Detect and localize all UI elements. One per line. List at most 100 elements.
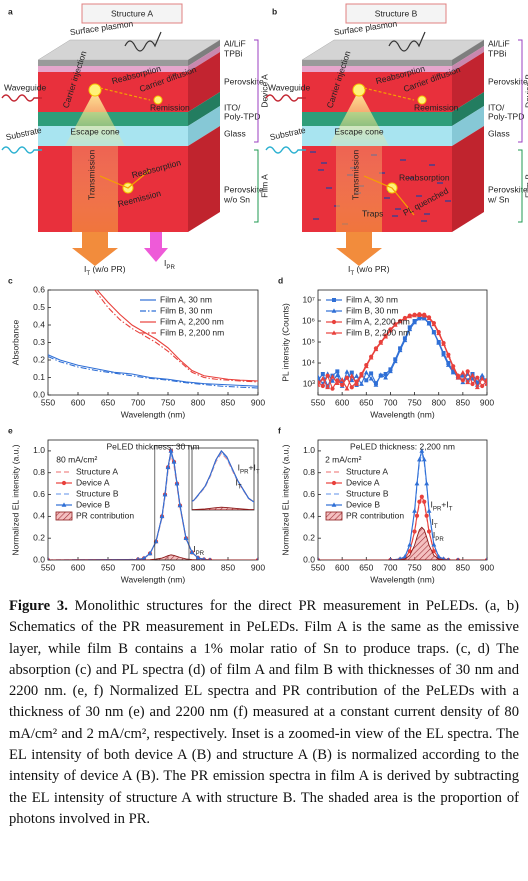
- substrate-wave: [1, 146, 42, 154]
- marker: [340, 382, 345, 388]
- x-tick-label: 850: [456, 562, 470, 572]
- marker: [349, 377, 355, 383]
- zoom-connector: [188, 445, 193, 449]
- panel-label: d: [278, 275, 283, 285]
- annotation: PeLED thickness: 30 nm: [106, 441, 199, 451]
- text-part: +I: [249, 463, 256, 473]
- marker: [331, 502, 337, 507]
- marker: [331, 308, 337, 313]
- marker: [484, 378, 487, 383]
- annotation: 80 mA/cm²: [56, 454, 97, 464]
- marker: [407, 542, 413, 547]
- y-axis-label: Normalized EL intensity (a.u.): [280, 444, 290, 555]
- layer-label: TPBi: [488, 48, 507, 58]
- transmission: Transmission: [86, 150, 96, 200]
- marker: [455, 375, 461, 380]
- marker: [421, 316, 427, 321]
- y-tick-label: 0.5: [33, 302, 45, 312]
- x-tick-label: 900: [480, 562, 494, 572]
- panel-label: c: [8, 275, 13, 285]
- marker: [419, 448, 425, 453]
- layer-side: [188, 106, 220, 146]
- film-path: [363, 175, 415, 216]
- panel-title: Structure A: [111, 8, 153, 18]
- marker: [159, 513, 165, 519]
- x-tick-label: 900: [251, 397, 265, 407]
- chart: c 550 600 650 700 750 800 850 900 0.0 0.1 0.2 0.3 0.4…: [8, 275, 265, 419]
- film-label: Film A: [259, 174, 269, 198]
- marker: [369, 371, 374, 376]
- film-bracket: [518, 149, 523, 223]
- marker: [330, 386, 335, 391]
- marker: [460, 373, 465, 378]
- marker: [174, 481, 180, 486]
- film-layer-label: Perovskite: [224, 184, 264, 194]
- marker: [177, 502, 183, 508]
- marker: [431, 330, 437, 335]
- marker: [465, 369, 470, 374]
- text-part: I: [84, 264, 86, 274]
- transmission: Transmission: [350, 150, 360, 200]
- marker: [470, 372, 475, 378]
- marker: [479, 376, 485, 381]
- layer-label: Perovskite: [224, 76, 264, 86]
- substrate: Substrate: [5, 125, 43, 142]
- title-box: [345, 3, 447, 24]
- device-bracket: [254, 39, 259, 143]
- layer-label: Poly-TPD: [224, 111, 260, 121]
- marker: [318, 557, 320, 560]
- marker: [485, 557, 487, 560]
- text-part: (w/o PR): [354, 264, 390, 274]
- marker: [402, 316, 408, 321]
- film-layer-label: Perovskite: [488, 184, 528, 194]
- y-tick-label: 0.6: [33, 284, 45, 294]
- layer-side: [452, 92, 484, 126]
- marker: [195, 555, 201, 560]
- text-part: T: [350, 270, 354, 277]
- marker: [141, 555, 147, 560]
- y-tick-label: 10⁴: [302, 357, 315, 367]
- text-part: PR: [196, 550, 205, 557]
- layer-side: [188, 92, 220, 126]
- marker: [340, 380, 345, 385]
- legend-label: Film A, 30 nm: [160, 294, 212, 304]
- pr-area: [48, 554, 258, 560]
- annotation: IPR+IT: [238, 463, 260, 476]
- text-part: PR: [435, 536, 444, 543]
- marker: [470, 381, 475, 387]
- marker: [414, 481, 420, 486]
- marker: [48, 557, 50, 560]
- layer: [38, 72, 188, 112]
- marker: [331, 480, 337, 486]
- transmission-band: [336, 146, 382, 232]
- text-part: I: [238, 463, 240, 473]
- legend-label: PR contribution: [76, 510, 134, 520]
- x-axis-label: Wavelength (nm): [121, 574, 186, 584]
- series-line: [48, 354, 258, 387]
- layer: [38, 66, 188, 72]
- y-tick-label: 10⁶: [302, 315, 315, 325]
- marker: [383, 375, 388, 380]
- top-face: [301, 39, 485, 61]
- marker: [412, 529, 417, 534]
- marker: [460, 369, 466, 375]
- y-tick-label: 1.0: [33, 445, 45, 455]
- panel-label: f: [278, 425, 281, 435]
- marker: [445, 353, 451, 358]
- zoom-box: [154, 445, 190, 561]
- marker: [359, 373, 364, 378]
- waveguide-wave: [265, 94, 306, 102]
- marker: [325, 373, 330, 378]
- substrate: Substrate: [269, 125, 307, 142]
- plot-area: [48, 448, 258, 560]
- y-tick-label: 10³: [303, 378, 315, 388]
- x-axis-label: Wavelength (nm): [370, 574, 435, 584]
- y-tick-label: 0.4: [33, 511, 45, 521]
- layer-label: Perovskite: [488, 76, 528, 86]
- escape-cone-label: Escape cone: [334, 126, 383, 136]
- marker: [202, 556, 206, 560]
- marker: [424, 513, 429, 518]
- marker: [208, 557, 212, 560]
- marker: [162, 491, 168, 497]
- marker: [417, 457, 422, 462]
